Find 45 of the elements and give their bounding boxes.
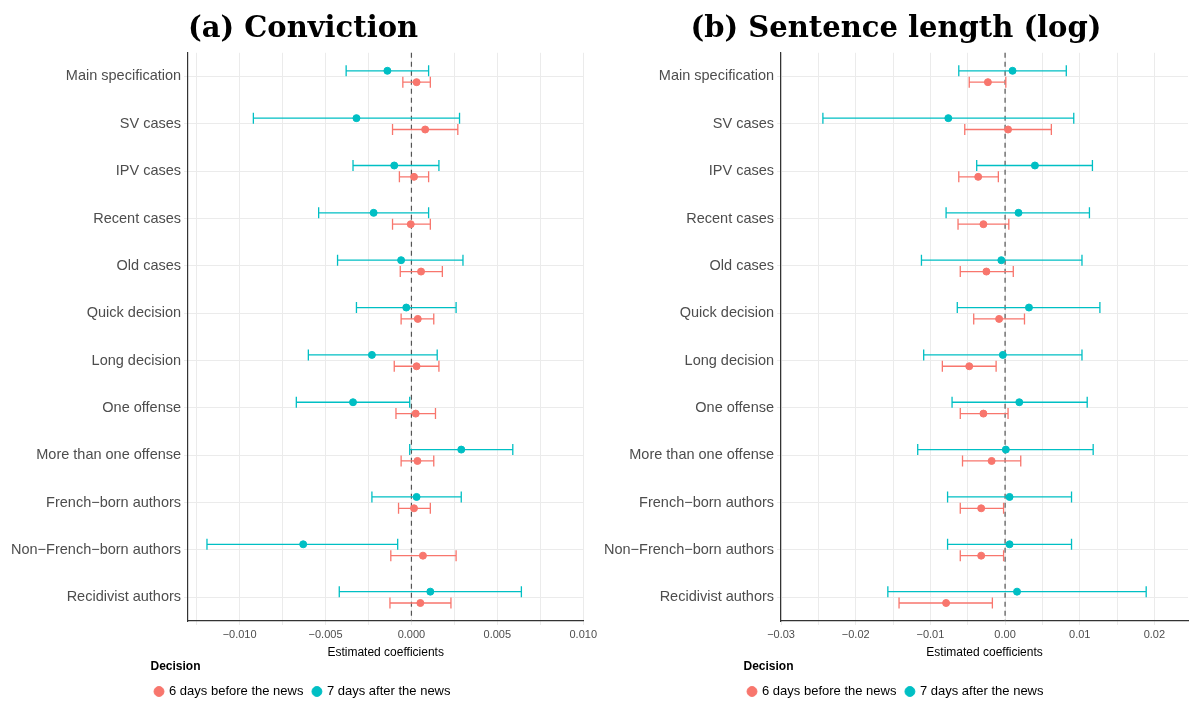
y-tick-label: Non−French−born authors (11, 540, 182, 557)
y-tick-label: Quick decision (86, 304, 182, 321)
chart-title: (a) Conviction (187, 9, 419, 44)
y-tick-label: Main specification (658, 67, 775, 84)
y-tick-label: One offense (695, 398, 775, 415)
x-axis-title: Estimated coefficients (327, 644, 444, 659)
x-tick-label: 0.000 (397, 627, 426, 640)
x-tick-label: 0.010 (569, 627, 597, 640)
legend-label: 6 days before the news (762, 683, 897, 699)
x-tick-label: −0.03 (767, 627, 795, 640)
legend-label: 7 days after the news (326, 683, 451, 699)
x-tick-label: 0.00 (994, 627, 1016, 640)
y-tick-label: More than one offense (36, 446, 182, 463)
y-tick-label: IPV cases (708, 162, 775, 179)
y-tick-label: SV cases (119, 114, 182, 131)
legend-title: Decision (743, 658, 794, 673)
y-tick-label: Quick decision (679, 304, 775, 321)
x-tick-label: −0.010 (222, 627, 257, 640)
y-tick-label: Long decision (91, 351, 182, 368)
y-tick-label: Recidivist authors (66, 588, 182, 605)
y-tick-label: Recent cases (93, 209, 182, 226)
x-tick-label: −0.005 (308, 627, 343, 640)
legend-title: Decision (150, 658, 201, 673)
y-tick-label: French−born authors (639, 493, 775, 510)
y-tick-label: Main specification (65, 67, 182, 84)
y-tick-label: Old cases (709, 256, 775, 273)
chart-title: (b) Sentence length (log) (690, 9, 1102, 44)
x-tick-label: 0.01 (1069, 627, 1091, 640)
y-tick-label: SV cases (712, 114, 775, 131)
y-tick-label: Recidivist authors (659, 588, 775, 605)
y-tick-label: Long decision (684, 351, 775, 368)
y-tick-label: More than one offense (629, 446, 775, 463)
x-tick-label: 0.005 (483, 627, 512, 640)
x-tick-label: −0.02 (841, 627, 870, 640)
y-tick-label: Non−French−born authors (604, 540, 775, 557)
y-tick-label: IPV cases (115, 162, 182, 179)
y-tick-label: One offense (102, 398, 182, 415)
y-tick-label: Old cases (116, 256, 182, 273)
legend-label: 6 days before the news (169, 683, 304, 699)
legend-label: 7 days after the news (919, 683, 1044, 699)
x-axis-title: Estimated coefficients (926, 644, 1043, 659)
y-tick-label: French−born authors (46, 493, 182, 510)
y-tick-label: Recent cases (686, 209, 775, 226)
x-tick-label: −0.01 (916, 627, 945, 640)
x-tick-label: 0.02 (1143, 627, 1166, 640)
